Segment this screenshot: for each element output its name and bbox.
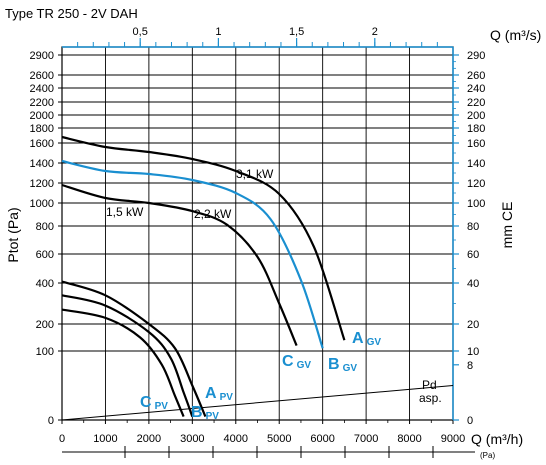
curve-b-gv [61,159,324,349]
x-tick-label: 0 [59,433,65,445]
y2-tick-label: 20 [467,319,479,331]
x-tick-label: 2000 [137,433,161,445]
x-tick-label: 5000 [267,433,291,445]
y-tick-label: 2600 [30,70,54,82]
pd-line [61,385,454,421]
y2-tick-label: 160 [467,138,485,150]
chart-title: Type TR 250 - 2V DAH [5,6,138,21]
grid [61,47,454,421]
x2-axis-label: Q (m³/s) [490,27,541,43]
bottom-scale-unit: (Pa) [480,451,495,460]
y2-tick-label: 100 [467,198,485,210]
y2-tick-label: 290 [467,50,485,62]
y-tick-label: 600 [36,249,54,261]
y2-tick-label: 120 [467,178,485,190]
y2-tick-label: 10 [467,346,479,358]
y2-tick-label: 260 [467,70,485,82]
y-tick-label: 0 [48,415,54,427]
y-tick-label: 1800 [30,123,54,135]
y-tick-label: 2900 [30,50,54,62]
curve-c-gv [61,183,298,347]
fan-label-b-gv: B GV [328,356,357,374]
y2-tick-label: 200 [467,110,485,122]
y-tick-label: 200 [36,319,54,331]
fan-label-c-pv: C PV [140,394,168,412]
y2-tick-label: 0 [467,415,473,427]
y-tick-label: 2000 [30,110,54,122]
series-curves [61,135,454,421]
y2-tick-label: 240 [467,83,485,95]
y-axis-label: Ptot (Pa) [5,207,21,262]
y-tick-label: 1200 [30,178,54,190]
y2-tick-label: 220 [467,97,485,109]
fan-label-a-pv: A PV [205,385,233,403]
y2-tick-label: 40 [467,278,479,290]
y-tick-label: 400 [36,278,54,290]
x2-tick-label: 1 [215,26,221,38]
y-tick-label: 1600 [30,138,54,150]
power-annotation: 2,2 kW [194,207,232,221]
x2-tick-label: 0,5 [133,26,148,38]
plot-frame [61,46,475,453]
plot-border [61,46,454,421]
curve-a-pv [61,280,207,418]
x-axis-label: Q (m³/h) [471,431,523,447]
x-tick-label: 9000 [441,433,465,445]
x-tick-label: 6000 [310,433,334,445]
fan-label-c-gv: C GV [282,353,311,371]
x-tick-label: 8000 [397,433,421,445]
power-annotation: 1,5 kW [106,205,144,219]
pd-label: Pd [422,378,437,392]
fan-label-b-pv: B PV [191,404,219,422]
y2-tick-label: 180 [467,123,485,135]
y2-tick-label: 60 [467,249,479,261]
pd-sublabel: asp. [419,391,442,405]
y2-tick-label: 8 [467,360,473,372]
x-tick-label: 3000 [180,433,204,445]
y2-axis-label: mm CE [499,202,515,249]
y-tick-label: 800 [36,221,54,233]
curve-a-gv [61,135,346,341]
y-tick-label: 100 [36,346,54,358]
x2-tick-label: 2 [372,26,378,38]
fan-label-a-gv: A GV [352,330,381,348]
y2-tick-label: 80 [467,221,479,233]
x-tick-label: 4000 [224,433,248,445]
y-tick-label: 2200 [30,97,54,109]
curve-b-pv [61,294,194,417]
tick-labels: 0 1000 2000 3000 4000 5000 6000 7000 8000 9000010… [30,26,485,458]
y-tick-label: 1400 [30,158,54,170]
y-tick-label: 1000 [30,198,54,210]
y2-tick-label: 140 [467,158,485,170]
y-tick-label: 2400 [30,83,54,95]
x-tick-label: 7000 [354,433,378,445]
x-tick-label: 1000 [93,433,117,445]
curve-c-pv [61,308,185,418]
power-annotation: 3,1 kW [236,167,274,181]
x2-tick-label: 1,5 [289,26,304,38]
